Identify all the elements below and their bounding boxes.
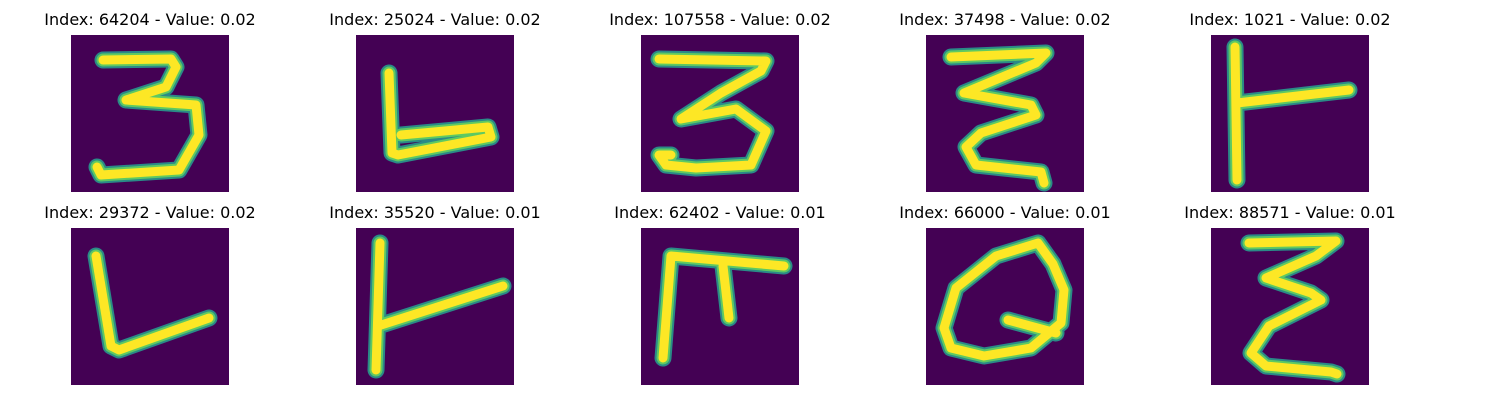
- character-image: [1211, 35, 1369, 192]
- panel-title: Index: 64204 - Value: 0.02: [44, 10, 256, 29]
- panel-7: Index: 35520 - Value: 0.01: [285, 193, 585, 385]
- panel-title: Index: 107558 - Value: 0.02: [609, 10, 831, 29]
- panel-10: Index: 88571 - Value: 0.01: [1140, 193, 1440, 385]
- character-image: [926, 35, 1084, 192]
- character-image: [641, 228, 799, 385]
- stroke-core: [939, 238, 1069, 361]
- image-background: [356, 35, 514, 192]
- character-image: [356, 35, 514, 192]
- panel-title: Index: 62402 - Value: 0.01: [614, 203, 826, 222]
- character-image: [356, 228, 514, 385]
- stroke-core: [654, 54, 771, 173]
- character-image: [926, 228, 1084, 385]
- stroke-core: [1230, 42, 1354, 185]
- character-image: [641, 35, 799, 192]
- panel-6: Index: 29372 - Value: 0.02: [0, 193, 300, 385]
- character-image: [71, 228, 229, 385]
- stroke-core: [946, 48, 1051, 188]
- panel-title: Index: 37498 - Value: 0.02: [899, 10, 1111, 29]
- panel-title: Index: 66000 - Value: 0.01: [899, 203, 1111, 222]
- stroke-core: [371, 238, 508, 375]
- panel-title: Index: 25024 - Value: 0.02: [329, 10, 541, 29]
- panel-title: Index: 1021 - Value: 0.02: [1189, 10, 1391, 29]
- character-image: [71, 35, 229, 192]
- panel-2: Index: 25024 - Value: 0.02: [285, 0, 585, 192]
- panel-9: Index: 66000 - Value: 0.01: [855, 193, 1155, 385]
- stroke-core: [1244, 236, 1342, 379]
- character-image: [1211, 228, 1369, 385]
- stroke-core: [91, 251, 214, 355]
- panel-4: Index: 37498 - Value: 0.02: [855, 0, 1155, 192]
- panel-8: Index: 62402 - Value: 0.01: [570, 193, 870, 385]
- panel-title: Index: 35520 - Value: 0.01: [329, 203, 541, 222]
- stroke-core: [658, 251, 789, 363]
- panel-5: Index: 1021 - Value: 0.02: [1140, 0, 1440, 192]
- stroke-core: [92, 54, 204, 180]
- stroke-core: [384, 68, 496, 160]
- panel-title: Index: 29372 - Value: 0.02: [44, 203, 256, 222]
- panel-1: Index: 64204 - Value: 0.02: [0, 0, 300, 192]
- panel-3: Index: 107558 - Value: 0.02: [570, 0, 870, 192]
- panel-title: Index: 88571 - Value: 0.01: [1184, 203, 1396, 222]
